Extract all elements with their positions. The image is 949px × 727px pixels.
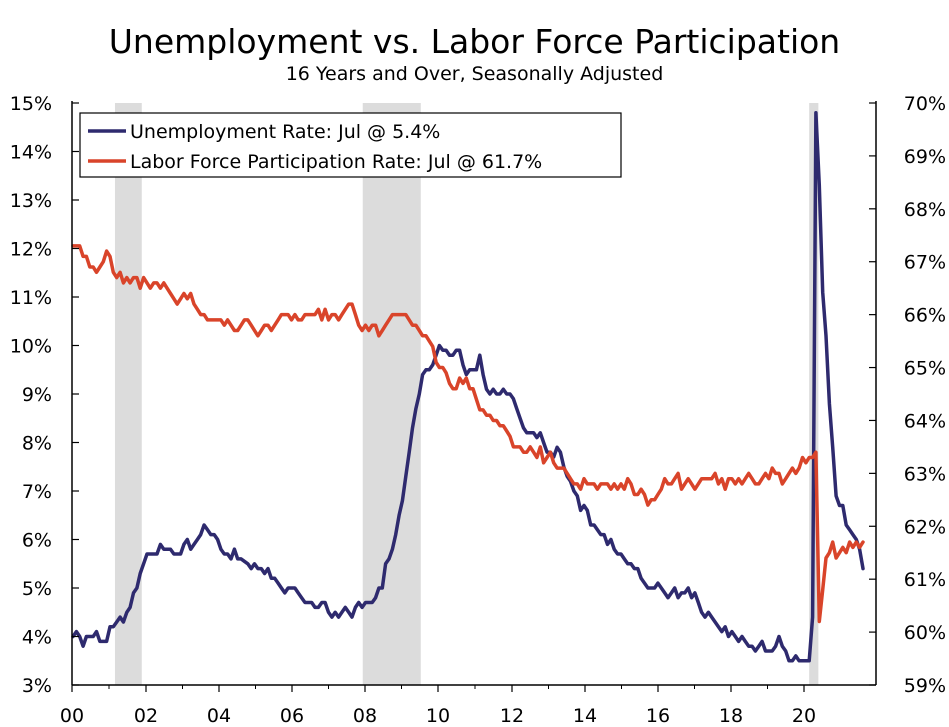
right-tick-label: 61%	[904, 569, 946, 591]
right-tick-label: 66%	[904, 305, 946, 327]
right-tick-label: 65%	[904, 358, 946, 380]
left-tick-label: 5%	[22, 578, 52, 600]
x-tick-label: 14	[573, 705, 597, 727]
left-tick-label: 12%	[10, 239, 52, 261]
right-tick-label: 68%	[904, 199, 946, 221]
legend: Unemployment Rate: Jul @ 5.4% Labor Force…	[79, 112, 622, 178]
legend-label: Unemployment Rate: Jul @ 5.4%	[130, 121, 440, 143]
legend-box	[79, 112, 622, 178]
left-tick-label: 7%	[22, 481, 52, 503]
series-lines	[71, 110, 865, 663]
chart-subtitle: 16 Years and Over, Seasonally Adjusted	[285, 63, 664, 85]
left-tick-label: 8%	[22, 433, 52, 455]
right-tick-label: 70%	[904, 93, 946, 115]
x-tick-label: 16	[646, 705, 670, 727]
left-tick-label: 11%	[10, 287, 52, 309]
x-tick-label: 10	[426, 705, 450, 727]
right-tick-label: 63%	[904, 463, 946, 485]
right-tick-label: 67%	[904, 252, 946, 274]
left-tick-label: 3%	[22, 675, 52, 697]
right-tick-label: 62%	[904, 516, 946, 538]
legend-label: Labor Force Participation Rate: Jul @ 61…	[130, 151, 542, 173]
x-tick-label: 06	[280, 705, 304, 727]
recession-band-0	[114, 103, 142, 685]
right-tick-label: 60%	[904, 622, 946, 644]
x-tick-label: 12	[500, 705, 524, 727]
recession-shading	[114, 103, 819, 685]
left-tick-label: 14%	[10, 142, 52, 164]
right-tick-label: 64%	[904, 410, 946, 432]
left-tick-label: 13%	[10, 190, 52, 212]
series-line-unemployment	[71, 110, 865, 663]
right-tick-label: 69%	[904, 146, 946, 168]
x-tick-label: 20	[792, 705, 816, 727]
left-tick-label: 9%	[22, 384, 52, 406]
left-tick-label: 15%	[10, 93, 52, 115]
x-tick-label: 02	[134, 705, 158, 727]
right-tick-label: 59%	[904, 675, 946, 697]
x-tick-label: 00	[60, 705, 84, 727]
x-tick-label: 08	[353, 705, 377, 727]
x-tick-label: 18	[719, 705, 743, 727]
left-tick-label: 6%	[22, 530, 52, 552]
x-tick-label: 04	[207, 705, 231, 727]
recession-band-1	[362, 103, 421, 685]
left-tick-label: 4%	[22, 627, 52, 649]
series-line-participation	[71, 244, 865, 624]
left-tick-label: 10%	[10, 336, 52, 358]
chart-title: Unemployment vs. Labor Force Participati…	[108, 22, 841, 61]
axes: 3% 4% 5% 6% 7% 8% 9% 10% 11% 12% 13% 14% 15% 59% 60% 61…	[10, 93, 946, 727]
